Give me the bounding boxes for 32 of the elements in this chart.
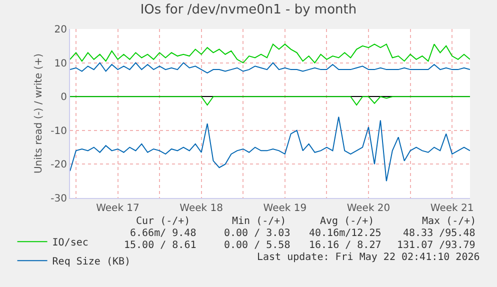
y-axis-title: Units read (-) / write (+) xyxy=(34,53,45,174)
y-tick-label: 10 xyxy=(54,58,67,70)
text: Min (-/+) xyxy=(232,216,286,227)
line-series xyxy=(70,96,470,106)
line-series xyxy=(70,116,470,182)
x-tick-label: Week 20 xyxy=(346,203,390,214)
text: 6.66m/ 9.48 xyxy=(130,228,196,239)
line-series xyxy=(70,44,470,64)
x-tick-label: Week 21 xyxy=(430,203,474,214)
y-tick-label: 20 xyxy=(54,24,67,36)
text: Last update: Fri May 22 02:41:10 2026 xyxy=(257,252,480,263)
legend-label: Req Size (KB) xyxy=(52,256,131,268)
text: 15.00 / 8.61 xyxy=(124,240,196,251)
text: 0.00 / 3.03 xyxy=(224,228,290,239)
line-series xyxy=(70,62,470,74)
x-tick-label: Week 18 xyxy=(180,203,223,214)
text: 0.00 / 5.58 xyxy=(224,240,290,251)
text: Cur (-/+) xyxy=(136,216,190,227)
text: Avg (-/+) xyxy=(320,216,374,227)
legend-label: IO/sec xyxy=(52,238,88,249)
chart-title: IOs for /dev/nvme0n1 - by month xyxy=(140,2,357,18)
text: 40.16m/12.25 xyxy=(309,228,382,239)
text: 16.16 / 8.27 xyxy=(309,240,382,251)
y-tick-label: 0 xyxy=(60,92,67,104)
x-tick-label: Week 19 xyxy=(263,203,307,214)
text: 131.07 /93.79 xyxy=(397,240,476,251)
x-tick-label: Week 17 xyxy=(96,203,140,214)
text: Max (-/+) xyxy=(422,216,476,227)
y-tick-label: -20 xyxy=(50,160,67,171)
text: 48.33 /95.48 xyxy=(403,228,476,239)
y-tick-label: -30 xyxy=(50,194,67,204)
y-tick-label: -10 xyxy=(50,126,67,137)
